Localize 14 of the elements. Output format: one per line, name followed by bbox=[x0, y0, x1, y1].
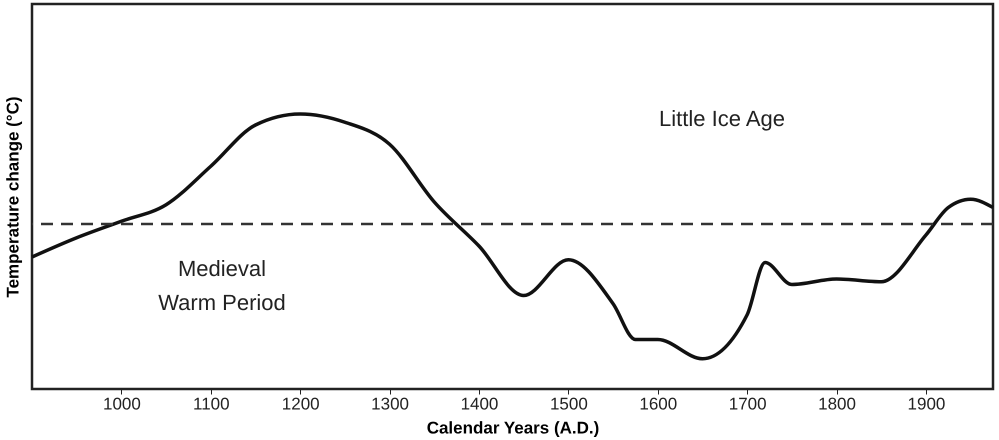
x-tick-label: 1400 bbox=[460, 394, 498, 414]
x-tick-label: 1200 bbox=[282, 394, 320, 414]
x-tick-label: 1900 bbox=[908, 394, 946, 414]
x-tick-label: 1600 bbox=[639, 394, 678, 414]
x-axis-title: Calendar Years (A.D.) bbox=[426, 418, 600, 438]
y-axis-title: Temperature change (°C) bbox=[4, 96, 22, 298]
annotation: Medieval Warm Period bbox=[158, 256, 286, 315]
x-tick-label: 1700 bbox=[728, 394, 767, 414]
annotation: Little Ice Age bbox=[659, 106, 785, 131]
x-tick-label: 1000 bbox=[102, 394, 141, 414]
x-tick-label: 1500 bbox=[550, 394, 588, 414]
x-tick-label: 1300 bbox=[371, 394, 409, 414]
x-tick-label: 1100 bbox=[193, 394, 230, 414]
x-tick-label: 1800 bbox=[818, 394, 856, 414]
